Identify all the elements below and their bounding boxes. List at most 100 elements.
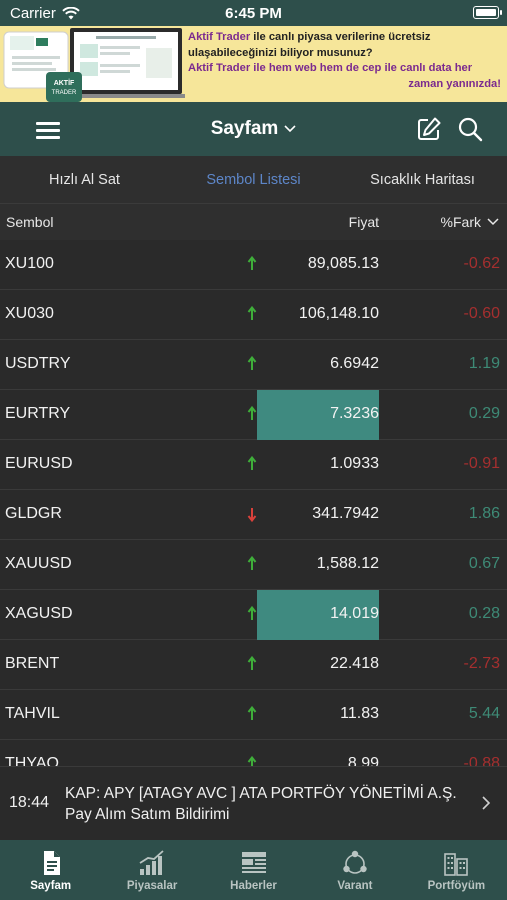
ad-line4: zaman yanınızda! — [408, 77, 501, 90]
table-row[interactable]: BRENT 22.418 -2.73 — [0, 640, 507, 690]
trend-arrow-icon — [247, 755, 257, 766]
bar-chart-icon — [139, 850, 164, 875]
column-header-change-label: %Fark — [440, 214, 481, 230]
wifi-icon — [62, 6, 80, 19]
tab-heat-map[interactable]: Sıcaklık Haritası — [370, 171, 475, 188]
tab-sayfam[interactable]: Sayfam — [0, 840, 101, 900]
ad-line3: Aktif Trader ile hem web hem de cep ile … — [188, 62, 473, 74]
row-change: 1.86 — [468, 505, 500, 522]
table-row[interactable]: GLDGR 341.7942 1.86 — [0, 490, 507, 540]
row-symbol: EURTRY — [5, 405, 71, 422]
row-price: 22.418 — [330, 655, 379, 672]
page-title: Sayfam — [210, 118, 279, 139]
symbol-list[interactable]: XU100 89,085.13 -0.62 XU030 106,148.10 -0.60… — [0, 240, 507, 766]
battery-icon — [473, 6, 502, 19]
network-icon — [343, 850, 367, 874]
table-row[interactable]: XU100 89,085.13 -0.62 — [0, 240, 507, 290]
table-header: Sembol Fiyat %Fark — [0, 204, 507, 240]
edit-icon[interactable] — [416, 116, 442, 142]
bottom-tab-bar: Sayfam Piyasalar Haberler Varant — [0, 840, 507, 900]
page-title-dropdown[interactable]: Sayfam — [211, 118, 297, 140]
table-row[interactable]: XAGUSD 14.019 0.28 — [0, 590, 507, 640]
table-row[interactable]: THYAO 8.99 -0.88 — [0, 740, 507, 766]
row-symbol: XU100 — [5, 255, 54, 272]
row-price: 341.7942 — [312, 505, 379, 522]
column-header-change[interactable]: %Fark — [441, 214, 499, 230]
newspaper-icon — [241, 852, 266, 873]
table-row[interactable]: TAHVIL 11.83 5.44 — [0, 690, 507, 740]
trend-arrow-icon — [247, 655, 257, 670]
row-symbol: BRENT — [5, 655, 60, 672]
trend-arrow-icon — [247, 305, 257, 320]
tab-haberler[interactable]: Haberler — [203, 840, 304, 900]
row-price: 6.6942 — [330, 355, 379, 372]
tab-quick-trade[interactable]: Hızlı Al Sat — [49, 171, 120, 188]
svg-text:TRADER: TRADER — [52, 90, 77, 96]
row-change: 1.19 — [468, 355, 500, 372]
chevron-right-icon — [482, 796, 491, 810]
search-icon[interactable] — [457, 116, 483, 142]
tab-label: Piyasalar — [126, 880, 178, 892]
row-change: -0.91 — [463, 455, 500, 472]
row-price: 1.0933 — [330, 455, 379, 472]
news-time: 18:44 — [9, 794, 50, 811]
chevron-down-icon — [284, 125, 296, 133]
ad-banner[interactable]: AKTİF TRADER Aktif Trader ile canlı piya… — [0, 26, 507, 102]
trend-arrow-icon — [247, 605, 257, 620]
tab-piyasalar[interactable]: Piyasalar — [101, 840, 202, 900]
news-headline: KAP: APY [ATAGY AVC ] ATA PORTFÖY YÖNETİ… — [65, 785, 457, 823]
price-highlight — [257, 390, 379, 440]
row-symbol: XAUUSD — [5, 555, 72, 572]
buildings-icon — [444, 853, 469, 876]
row-change: 0.67 — [468, 555, 500, 572]
hamburger-menu-icon[interactable] — [36, 122, 60, 139]
row-price: 14.019 — [330, 605, 379, 622]
trend-arrow-icon — [247, 555, 257, 570]
carrier-label: Carrier — [10, 4, 56, 22]
row-change: -2.73 — [463, 655, 500, 672]
row-change: 0.28 — [468, 605, 500, 622]
ad-text: Aktif Trader ile canlı piyasa verilerine… — [188, 30, 501, 92]
segment-control: Hızlı Al Sat Sembol Listesi Sıcaklık Har… — [0, 156, 507, 204]
table-row[interactable]: EURTRY 7.3236 0.29 — [0, 390, 507, 440]
table-row[interactable]: XU030 106,148.10 -0.60 — [0, 290, 507, 340]
row-symbol: XU030 — [5, 305, 54, 322]
column-header-symbol[interactable]: Sembol — [6, 214, 54, 230]
carrier-group: Carrier — [10, 5, 80, 22]
ad-line1: ile canlı piyasa verilerine ücretsiz — [250, 31, 431, 43]
svg-text:AKTİF: AKTİF — [54, 79, 75, 87]
table-row[interactable]: EURUSD 1.0933 -0.91 — [0, 440, 507, 490]
trend-arrow-icon — [247, 508, 257, 523]
row-price: 11.83 — [340, 705, 379, 722]
row-change: 5.44 — [468, 705, 500, 722]
row-price: 8.99 — [347, 755, 379, 766]
ad-illustration: AKTİF TRADER — [3, 28, 185, 102]
table-row[interactable]: XAUUSD 1,588.12 0.67 — [0, 540, 507, 590]
tab-varant[interactable]: Varant — [304, 840, 405, 900]
row-price: 106,148.10 — [298, 305, 379, 322]
price-highlight — [257, 590, 379, 640]
row-symbol: GLDGR — [5, 505, 62, 522]
column-header-price[interactable]: Fiyat — [348, 214, 379, 230]
row-change: -0.62 — [463, 255, 500, 272]
status-bar: Carrier 6:45 PM — [0, 0, 507, 26]
tab-portfoyum[interactable]: Portföyüm — [406, 840, 507, 900]
table-row[interactable]: USDTRY 6.6942 1.19 — [0, 340, 507, 390]
tab-label: Haberler — [230, 880, 277, 892]
news-ticker[interactable]: 18:44 KAP: APY [ATAGY AVC ] ATA PORTFÖY … — [0, 766, 507, 840]
row-price: 1,588.12 — [316, 555, 379, 572]
row-price: 89,085.13 — [307, 255, 379, 272]
tab-label: Varant — [337, 880, 373, 892]
row-change: -0.60 — [463, 305, 500, 322]
row-change: -0.88 — [463, 755, 500, 766]
row-price: 7.3236 — [330, 405, 379, 422]
trend-arrow-icon — [247, 355, 257, 370]
tab-symbol-list[interactable]: Sembol Listesi — [206, 171, 301, 188]
ad-brand: Aktif Trader — [188, 31, 251, 43]
trend-arrow-icon — [247, 255, 257, 270]
row-symbol: USDTRY — [5, 355, 71, 372]
tab-label: Portföyüm — [427, 880, 486, 892]
ad-line2: ulaşabileceğinizi biliyor musunuz? — [188, 46, 373, 59]
document-icon — [43, 851, 60, 875]
navigation-bar: Sayfam — [0, 102, 507, 156]
